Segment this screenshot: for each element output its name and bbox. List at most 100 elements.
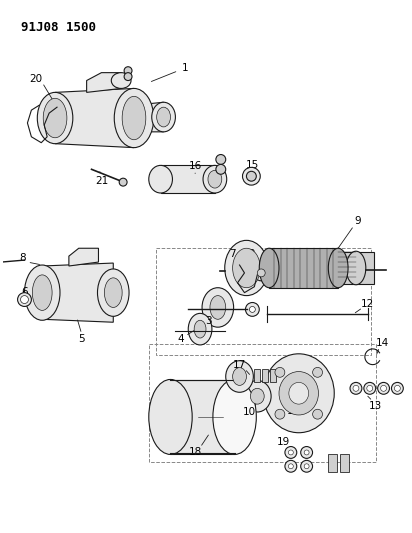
- Ellipse shape: [104, 278, 122, 308]
- Ellipse shape: [122, 96, 146, 140]
- Ellipse shape: [250, 389, 264, 404]
- Ellipse shape: [111, 72, 131, 88]
- Ellipse shape: [391, 382, 403, 394]
- Ellipse shape: [328, 248, 348, 288]
- Ellipse shape: [313, 409, 323, 419]
- Ellipse shape: [208, 171, 222, 188]
- Ellipse shape: [225, 240, 268, 296]
- Text: 3: 3: [205, 316, 211, 326]
- Ellipse shape: [233, 248, 260, 288]
- Polygon shape: [69, 248, 98, 266]
- Ellipse shape: [202, 288, 234, 327]
- Ellipse shape: [304, 464, 309, 469]
- Text: 12: 12: [361, 300, 375, 310]
- Text: 17: 17: [233, 360, 246, 370]
- Ellipse shape: [216, 155, 226, 164]
- Text: 5: 5: [78, 334, 85, 344]
- Ellipse shape: [243, 167, 260, 185]
- Text: 7: 7: [229, 249, 236, 259]
- Ellipse shape: [285, 461, 297, 472]
- Text: 91J08 1500: 91J08 1500: [21, 21, 96, 34]
- Ellipse shape: [259, 248, 279, 288]
- Ellipse shape: [346, 251, 366, 285]
- Polygon shape: [42, 263, 113, 322]
- Ellipse shape: [279, 372, 318, 415]
- Text: 13: 13: [369, 401, 382, 411]
- Ellipse shape: [213, 379, 256, 455]
- Bar: [254, 369, 260, 382]
- Ellipse shape: [246, 171, 256, 181]
- Bar: [269, 248, 338, 288]
- Polygon shape: [55, 88, 134, 148]
- Text: 16: 16: [189, 161, 202, 172]
- Ellipse shape: [98, 269, 129, 316]
- Ellipse shape: [246, 303, 259, 316]
- Ellipse shape: [243, 381, 271, 412]
- Ellipse shape: [216, 164, 226, 174]
- Ellipse shape: [37, 92, 73, 144]
- Ellipse shape: [149, 379, 192, 455]
- Ellipse shape: [288, 464, 293, 469]
- Bar: [338, 252, 374, 284]
- Bar: [262, 369, 268, 382]
- Polygon shape: [87, 72, 121, 92]
- Text: 8: 8: [19, 253, 26, 263]
- Ellipse shape: [114, 88, 154, 148]
- Ellipse shape: [263, 354, 334, 433]
- Text: 6: 6: [21, 287, 28, 297]
- Ellipse shape: [301, 447, 313, 458]
- Ellipse shape: [149, 165, 173, 193]
- Ellipse shape: [124, 72, 132, 80]
- Bar: [328, 455, 337, 472]
- Text: 19: 19: [277, 437, 290, 447]
- Ellipse shape: [313, 367, 323, 377]
- Ellipse shape: [353, 385, 359, 391]
- Ellipse shape: [301, 461, 313, 472]
- Ellipse shape: [367, 385, 373, 391]
- Ellipse shape: [124, 67, 132, 75]
- Ellipse shape: [233, 368, 246, 385]
- Ellipse shape: [364, 382, 376, 394]
- Text: 21: 21: [95, 176, 108, 186]
- Ellipse shape: [304, 450, 309, 455]
- Text: 15: 15: [246, 160, 259, 171]
- Ellipse shape: [253, 265, 269, 281]
- Ellipse shape: [194, 320, 206, 338]
- Ellipse shape: [21, 296, 28, 303]
- Text: 9: 9: [355, 216, 361, 225]
- Ellipse shape: [258, 269, 265, 277]
- Text: 2: 2: [248, 249, 255, 259]
- Bar: [149, 344, 376, 462]
- Polygon shape: [134, 102, 164, 132]
- Text: 11: 11: [287, 406, 300, 416]
- Ellipse shape: [394, 385, 400, 391]
- Ellipse shape: [33, 275, 52, 310]
- Ellipse shape: [285, 447, 297, 458]
- Ellipse shape: [226, 361, 253, 392]
- Text: 18: 18: [189, 448, 202, 457]
- Bar: [161, 165, 215, 193]
- Ellipse shape: [188, 313, 212, 345]
- Ellipse shape: [210, 296, 226, 319]
- Ellipse shape: [289, 382, 309, 404]
- Ellipse shape: [378, 382, 389, 394]
- Bar: [156, 248, 371, 355]
- Ellipse shape: [381, 385, 386, 391]
- Ellipse shape: [43, 98, 67, 138]
- Text: 1: 1: [182, 63, 189, 72]
- Ellipse shape: [18, 293, 31, 306]
- Bar: [171, 381, 234, 455]
- Text: 10: 10: [243, 407, 256, 417]
- Ellipse shape: [203, 165, 227, 193]
- Ellipse shape: [350, 382, 362, 394]
- Ellipse shape: [152, 102, 176, 132]
- Ellipse shape: [275, 409, 285, 419]
- Ellipse shape: [249, 306, 255, 312]
- Ellipse shape: [288, 450, 293, 455]
- Ellipse shape: [119, 178, 127, 186]
- Ellipse shape: [157, 107, 171, 127]
- Bar: [270, 369, 276, 382]
- Ellipse shape: [24, 265, 60, 320]
- Text: 20: 20: [29, 74, 42, 84]
- Text: 4: 4: [177, 334, 184, 344]
